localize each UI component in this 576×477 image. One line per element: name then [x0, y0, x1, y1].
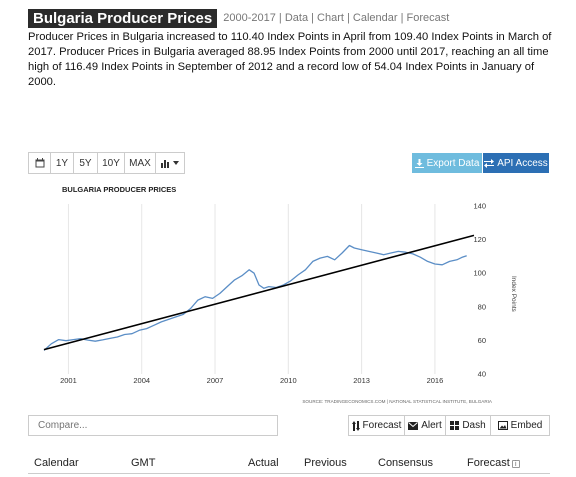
export-data-label: Export Data	[426, 157, 480, 169]
y-tick-label: 120	[473, 235, 486, 244]
api-access-button[interactable]: API Access	[483, 153, 549, 173]
x-tick-label: 2013	[353, 376, 370, 385]
calendar-icon	[35, 158, 44, 168]
range-10y-button[interactable]: 10Y	[97, 152, 125, 174]
page-title: Bulgaria Producer Prices	[28, 8, 218, 28]
y-tick-label: 140	[473, 202, 486, 211]
alert-label: Alert	[421, 420, 442, 431]
col-actual: Actual	[248, 457, 279, 469]
forecast-label: Forecast	[362, 420, 402, 431]
api-access-label: API Access	[497, 157, 548, 169]
alert-button[interactable]: Alert	[404, 415, 446, 436]
range-5y-button[interactable]: 5Y	[73, 152, 98, 174]
embed-label: Embed	[510, 420, 543, 431]
chart-toolbar: 1Y 5Y 10Y MAX	[28, 152, 185, 174]
x-tick-label: 2016	[427, 376, 444, 385]
dash-button[interactable]: Dash	[445, 415, 491, 436]
compare-row: Forecast Alert Dash Embed	[28, 415, 550, 437]
y-tick-label: 80	[478, 302, 486, 311]
x-tick-label: 2010	[280, 376, 297, 385]
info-icon[interactable]: i	[511, 460, 520, 468]
col-forecast-label: Forecast	[467, 457, 510, 469]
col-calendar: Calendar	[34, 457, 79, 469]
section-nav[interactable]: 2000-2017 | Data | Chart | Calendar | Fo…	[223, 12, 450, 24]
caret-down-icon	[173, 161, 179, 165]
exchange-icon	[484, 158, 495, 168]
producer-prices-line	[43, 244, 467, 351]
download-icon	[414, 158, 424, 168]
envelope-icon	[408, 421, 419, 430]
chart-panel: 1Y 5Y 10Y MAX Export Data API Access	[28, 152, 550, 404]
x-tick-label: 2007	[207, 376, 224, 385]
grid-icon	[450, 421, 460, 430]
forecast-button[interactable]: Forecast	[348, 415, 405, 436]
export-data-button[interactable]: Export Data	[412, 153, 482, 173]
image-icon	[497, 421, 508, 430]
embed-button[interactable]: Embed	[490, 415, 550, 436]
y-tick-label: 60	[478, 336, 486, 345]
col-gmt: GMT	[131, 457, 156, 469]
calendar-table-header: Calendar GMT Actual Previous Consensus F…	[28, 452, 550, 474]
dash-label: Dash	[462, 420, 486, 431]
calendar-icon-button[interactable]	[28, 152, 51, 174]
range-max-button[interactable]: MAX	[124, 152, 156, 174]
col-consensus: Consensus	[378, 457, 434, 469]
price-chart: BULGARIA PRODUCER PRICES 2001 2004 2007 201…	[43, 185, 517, 404]
y-tick-label: 40	[478, 370, 486, 379]
range-1y-button[interactable]: 1Y	[50, 152, 74, 174]
y-axis-label: Index Points	[510, 276, 517, 313]
col-forecast: Forecast i	[467, 457, 520, 469]
x-tick-label: 2004	[133, 376, 150, 385]
description-text: Producer Prices in Bulgaria increased to…	[28, 31, 552, 88]
x-tick-label: 2001	[60, 376, 77, 385]
page-header: Bulgaria Producer Prices 2000-2017 | Dat…	[28, 8, 449, 28]
sort-arrows-icon	[351, 420, 360, 431]
compare-input[interactable]	[28, 415, 278, 436]
chart-type-button[interactable]	[155, 152, 185, 174]
chart-source: SOURCE: TRADINGECONOMICS.COM | NATIONAL …	[302, 399, 493, 404]
y-tick-label: 100	[473, 269, 486, 278]
trend-line	[43, 234, 475, 351]
col-previous: Previous	[304, 457, 347, 469]
chart-title: BULGARIA PRODUCER PRICES	[62, 185, 176, 194]
bar-chart-icon	[161, 159, 169, 168]
